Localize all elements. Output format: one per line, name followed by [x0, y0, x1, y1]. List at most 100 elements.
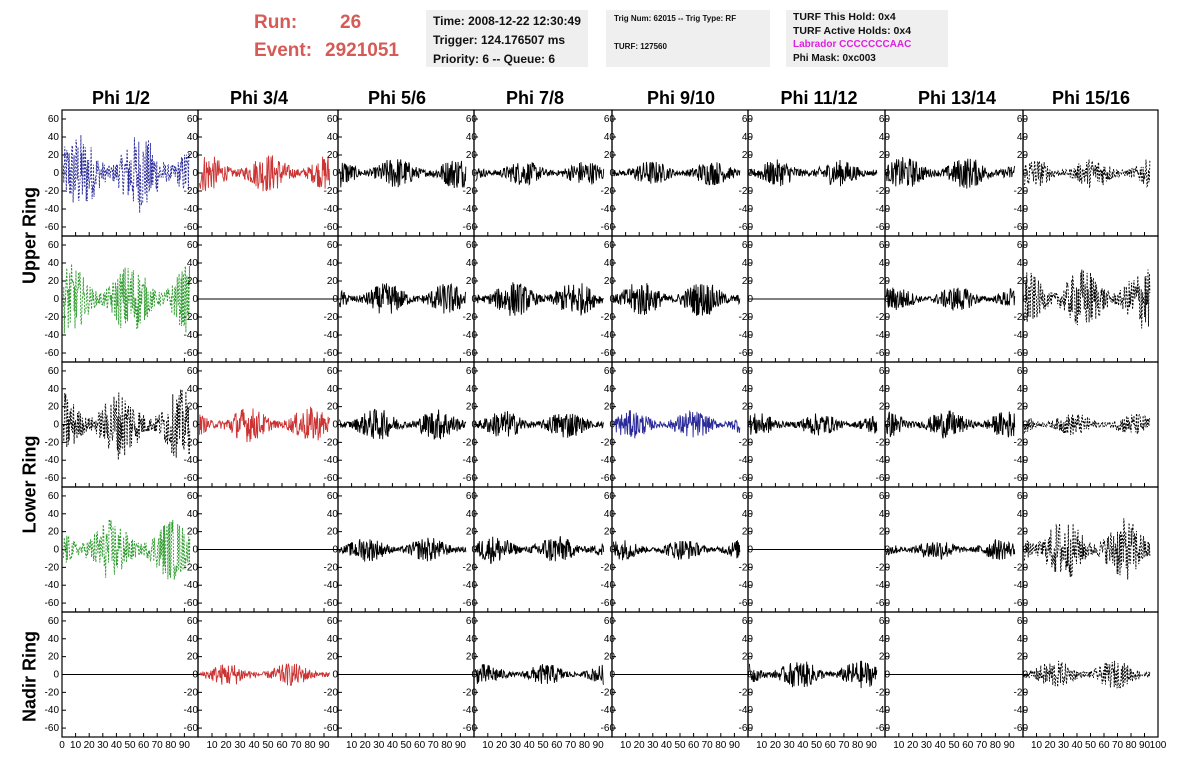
- y-tick-label: 20: [1017, 276, 1029, 287]
- x-tick-label: 10: [346, 740, 358, 751]
- y-tick-label: -60: [876, 348, 891, 359]
- y-tick-label: 40: [879, 258, 891, 269]
- y-tick-label: -60: [1014, 598, 1029, 609]
- y-tick-label: 60: [187, 240, 199, 251]
- y-tick-label: -40: [184, 455, 199, 466]
- y-tick-label: 20: [466, 527, 478, 538]
- y-tick-label: 60: [48, 616, 60, 627]
- y-tick-label: 40: [604, 634, 616, 645]
- y-tick-label: 40: [879, 509, 891, 520]
- x-tick-label: 50: [948, 740, 960, 751]
- y-tick-label: -60: [876, 473, 891, 484]
- y-tick-label: 0: [192, 168, 198, 179]
- x-tick-label: 70: [290, 740, 302, 751]
- y-tick-label: -60: [601, 348, 616, 359]
- x-tick-label: 10: [206, 740, 218, 751]
- y-tick-label: 40: [466, 258, 478, 269]
- y-tick-label: 60: [604, 240, 616, 251]
- y-tick-label: 40: [48, 634, 60, 645]
- y-tick-label: 20: [742, 150, 754, 161]
- waveform-trace: [612, 409, 741, 439]
- y-tick-label: 40: [742, 258, 754, 269]
- y-tick-label: 40: [742, 634, 754, 645]
- y-tick-label: -20: [601, 312, 616, 323]
- y-tick-label: -60: [601, 473, 616, 484]
- y-tick-label: 40: [1017, 634, 1029, 645]
- x-tick-label: 20: [770, 740, 782, 751]
- y-tick-label: 40: [327, 384, 339, 395]
- x-tick-label: 60: [962, 740, 974, 751]
- x-tick-label: 90: [729, 740, 741, 751]
- y-tick-label: 40: [466, 634, 478, 645]
- y-tick-label: 60: [187, 366, 199, 377]
- y-tick-label: -20: [1014, 437, 1029, 448]
- x-tick-label: 90: [866, 740, 878, 751]
- y-tick-label: 40: [48, 384, 60, 395]
- y-tick-label: 20: [187, 276, 199, 287]
- waveform-trace: [474, 664, 605, 685]
- y-tick-label: 0: [332, 294, 338, 305]
- y-tick-label: -40: [1014, 330, 1029, 341]
- y-tick-label: 0: [332, 168, 338, 179]
- y-tick-label: 60: [48, 114, 60, 125]
- y-tick-label: 60: [327, 366, 339, 377]
- waveform-trace: [474, 411, 605, 438]
- panel-frame-r1-c0: [61, 235, 199, 363]
- y-tick-label: -40: [739, 204, 754, 215]
- waveform-trace: [1023, 159, 1151, 188]
- y-tick-label: 60: [187, 616, 199, 627]
- x-tick-label: 40: [935, 740, 947, 751]
- x-tick-label: 10: [70, 740, 82, 751]
- y-tick-label: -60: [739, 222, 754, 233]
- trig-num-text: Trig Num: 62015 -- Trig Type: RF: [614, 14, 737, 23]
- y-tick-label: 0: [192, 545, 198, 556]
- y-tick-label: -40: [45, 455, 60, 466]
- waveform-trace: [62, 389, 191, 460]
- waveform-trace: [748, 413, 878, 436]
- turf-active-holds-text: TURF Active Holds: 0x4: [793, 25, 912, 37]
- x-tick-label: 60: [414, 740, 426, 751]
- y-tick-label: -60: [45, 348, 60, 359]
- y-tick-label: 60: [742, 240, 754, 251]
- x-tick-label: 40: [387, 740, 399, 751]
- y-tick-label: -20: [1014, 687, 1029, 698]
- y-tick-label: 60: [742, 366, 754, 377]
- x-tick-label: 60: [688, 740, 700, 751]
- y-tick-label: 40: [879, 384, 891, 395]
- x-tick-label: 70: [152, 740, 164, 751]
- y-tick-label: -20: [184, 437, 199, 448]
- waveform-trace: [1023, 269, 1151, 329]
- x-tick-label: 20: [84, 740, 96, 751]
- y-tick-label: -60: [324, 222, 339, 233]
- column-header-phi-9-10: Phi 9/10: [646, 88, 716, 108]
- y-tick-label: 0: [53, 670, 59, 681]
- y-tick-label: 20: [466, 402, 478, 413]
- y-tick-label: 0: [53, 294, 59, 305]
- run-value: 26: [340, 12, 362, 33]
- y-tick-label: -20: [601, 562, 616, 573]
- y-tick-label: 20: [879, 527, 891, 538]
- y-tick-label: -40: [601, 580, 616, 591]
- y-tick-label: -20: [1014, 186, 1029, 197]
- y-tick-label: 0: [53, 545, 59, 556]
- y-tick-label: -60: [601, 222, 616, 233]
- x-tick-label: 80: [715, 740, 727, 751]
- x-tick-label: 20: [496, 740, 508, 751]
- y-tick-label: -20: [1014, 312, 1029, 323]
- x-tick-label: 80: [165, 740, 177, 751]
- x-tick-label: 0: [59, 740, 65, 751]
- waveform-trace: [612, 161, 741, 186]
- y-tick-label: 0: [609, 420, 615, 431]
- y-tick-label: 40: [1017, 258, 1029, 269]
- y-tick-label: 20: [879, 276, 891, 287]
- y-tick-label: 40: [879, 132, 891, 143]
- y-tick-label: 40: [742, 509, 754, 520]
- y-tick-label: 20: [48, 527, 60, 538]
- y-tick-label: 20: [187, 652, 199, 663]
- x-tick-label: 50: [811, 740, 823, 751]
- y-tick-label: -20: [876, 437, 891, 448]
- x-tick-label: 90: [455, 740, 467, 751]
- y-tick-label: -60: [45, 723, 60, 734]
- y-tick-label: 0: [471, 294, 477, 305]
- time-text: Time: 2008-12-22 12:30:49: [433, 14, 581, 28]
